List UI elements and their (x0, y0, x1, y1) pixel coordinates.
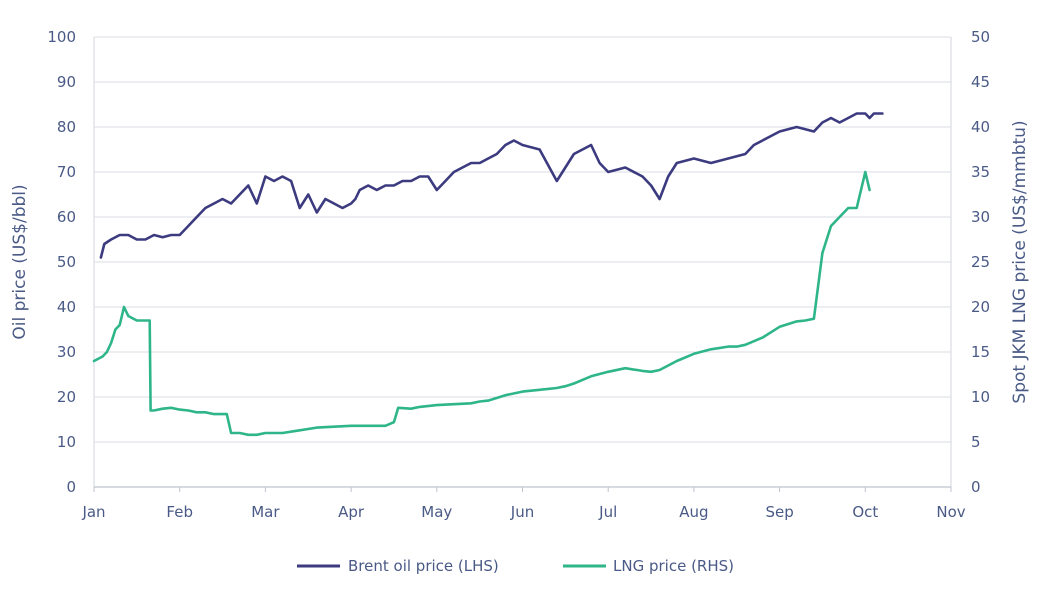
x-tick-label: Mar (251, 503, 280, 521)
y-tick-right-label: 30 (971, 208, 990, 226)
x-tick-label: Sep (765, 503, 793, 521)
right-y-ticks: 0 5 10 15 20 25 30 35 40 45 50 (971, 28, 990, 496)
x-tick-label: May (421, 503, 452, 521)
y-tick-right-label: 40 (971, 118, 990, 136)
y-tick-left-label: 70 (57, 163, 76, 181)
gridlines (94, 36, 951, 488)
y-tick-left-label: 10 (57, 433, 76, 451)
x-tick-label: Apr (338, 503, 365, 521)
series-lines (92, 112, 884, 437)
y-tick-left-label: 90 (57, 73, 76, 91)
y-tick-right-label: 35 (971, 163, 990, 181)
y-tick-left-label: 0 (66, 478, 76, 496)
y-tick-right-label: 0 (971, 478, 981, 496)
y-tick-right-label: 50 (971, 28, 990, 46)
x-tick-label: Oct (852, 503, 878, 521)
legend-label-lng: LNG price (RHS) (613, 557, 734, 575)
y-tick-left-label: 20 (57, 388, 76, 406)
x-tick-label: Jan (81, 503, 105, 521)
y-tick-right-label: 25 (971, 253, 990, 271)
y-axis-right-label: Spot JKM LNG price (US$/mmbtu) (1010, 120, 1030, 403)
y-tick-right-label: 20 (971, 298, 990, 316)
y-tick-right-label: 10 (971, 388, 990, 406)
x-tick-label: Jun (510, 503, 534, 521)
y-tick-right-label: 45 (971, 73, 990, 91)
y-tick-left-label: 40 (57, 298, 76, 316)
legend-label-brent: Brent oil price (LHS) (348, 557, 499, 575)
legend: Brent oil price (LHS) LNG price (RHS) (297, 557, 734, 575)
series-line-lng (92, 170, 871, 437)
y-tick-left-label: 60 (57, 208, 76, 226)
series-line-brent (99, 112, 884, 259)
y-tick-left-label: 100 (47, 28, 76, 46)
x-ticks: Jan Feb Mar Apr May Jun Jul Aug Sep Oct Nov (81, 487, 966, 521)
x-tick-label: Feb (166, 503, 193, 521)
y-tick-right-label: 15 (971, 343, 990, 361)
y-axis-left-label: Oil price (US$/bbl) (10, 184, 30, 339)
left-y-ticks: 0 10 20 30 40 50 60 70 80 90 100 (47, 28, 76, 496)
x-tick-label: Nov (936, 503, 965, 521)
y-tick-left-label: 50 (57, 253, 76, 271)
y-tick-left-label: 30 (57, 343, 76, 361)
y-tick-right-label: 5 (971, 433, 981, 451)
x-tick-label: Aug (679, 503, 708, 521)
x-tick-label: Jul (598, 503, 617, 521)
y-tick-left-label: 80 (57, 118, 76, 136)
